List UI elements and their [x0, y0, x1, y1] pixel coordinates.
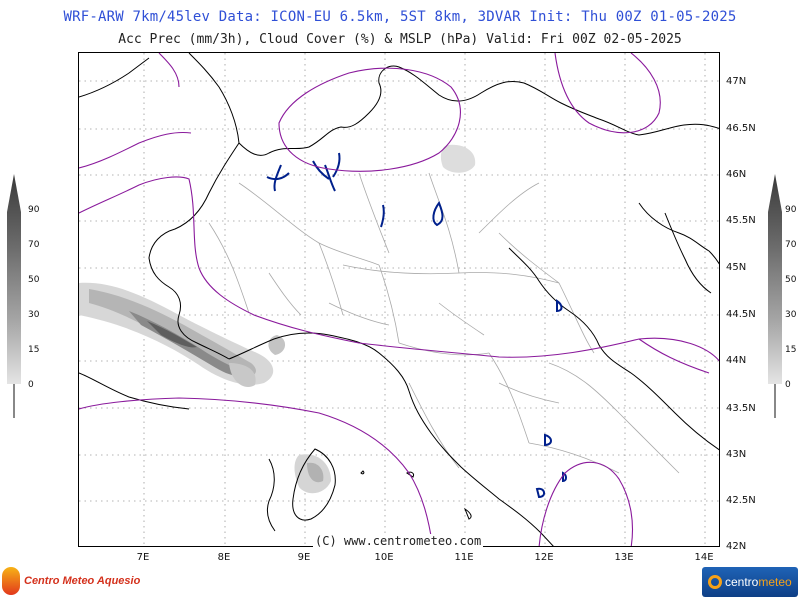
right-scale-label-15: 15: [785, 345, 797, 355]
coastline-borders: [79, 53, 719, 546]
graticule: [79, 53, 719, 546]
left-scale-label-50: 50: [28, 275, 40, 285]
isobars: [79, 53, 719, 546]
lat-label-45-5n: 45.5N: [726, 215, 756, 226]
lat-label-42-5n: 42.5N: [726, 495, 756, 506]
ring-logo-icon: [708, 575, 722, 589]
left-scale-label-0: 0: [28, 380, 34, 390]
right-scale-label-90: 90: [785, 205, 797, 215]
centro-meteo-aquesio-logo[interactable]: Centro Meteo Aquesio: [0, 566, 140, 596]
right-scale-label-0: 0: [785, 380, 791, 390]
lat-label-44-5n: 44.5N: [726, 309, 756, 320]
lat-label-46n: 46N: [726, 169, 747, 180]
map-panel[interactable]: [78, 52, 720, 547]
lat-label-46-5n: 46.5N: [726, 123, 756, 134]
lat-label-43n: 43N: [726, 449, 747, 460]
lat-label-42n: 42N: [726, 541, 747, 552]
lon-label-7e: 7E: [136, 552, 150, 563]
lat-label-45n: 45N: [726, 262, 747, 273]
lon-label-8e: 8E: [217, 552, 231, 563]
left-scale-label-30: 30: [28, 310, 40, 320]
chart-subtitle: Acc Prec (mm/3h), Cloud Cover (%) & MSLP…: [118, 32, 682, 47]
left-scale-label-90: 90: [28, 205, 40, 215]
right-scale-label-30: 30: [785, 310, 797, 320]
logo-right-text: centrometeo: [725, 575, 792, 589]
cloud-cover-shading: [79, 144, 476, 494]
left-scale-label-70: 70: [28, 240, 40, 250]
lakes: [266, 152, 567, 499]
logo-left-text: Centro Meteo Aquesio: [24, 575, 141, 587]
lon-label-10e: 10E: [374, 552, 394, 563]
region-boundaries: [208, 172, 680, 474]
lon-label-13e: 13E: [614, 552, 634, 563]
centrometeo-logo[interactable]: centrometeo: [702, 567, 798, 597]
right-scale-label-70: 70: [785, 240, 797, 250]
lon-label-9e: 9E: [297, 552, 311, 563]
left-scale-label-15: 15: [28, 345, 40, 355]
chart-title: WRF-ARW 7km/45lev Data: ICON-EU 6.5km, 5…: [63, 9, 737, 25]
cloud-scale-right: [765, 172, 785, 420]
lon-label-12e: 12E: [534, 552, 554, 563]
drop-logo-icon: [2, 567, 20, 595]
lon-label-11e: 11E: [454, 552, 474, 563]
lon-label-14e: 14E: [694, 552, 714, 563]
lat-label-43-5n: 43.5N: [726, 403, 756, 414]
copyright-text: (C) www.centrometeo.com: [313, 534, 484, 548]
cloud-scale-left: [4, 172, 24, 420]
lat-label-44n: 44N: [726, 355, 747, 366]
right-scale-label-50: 50: [785, 275, 797, 285]
lat-label-47n: 47N: [726, 76, 747, 87]
